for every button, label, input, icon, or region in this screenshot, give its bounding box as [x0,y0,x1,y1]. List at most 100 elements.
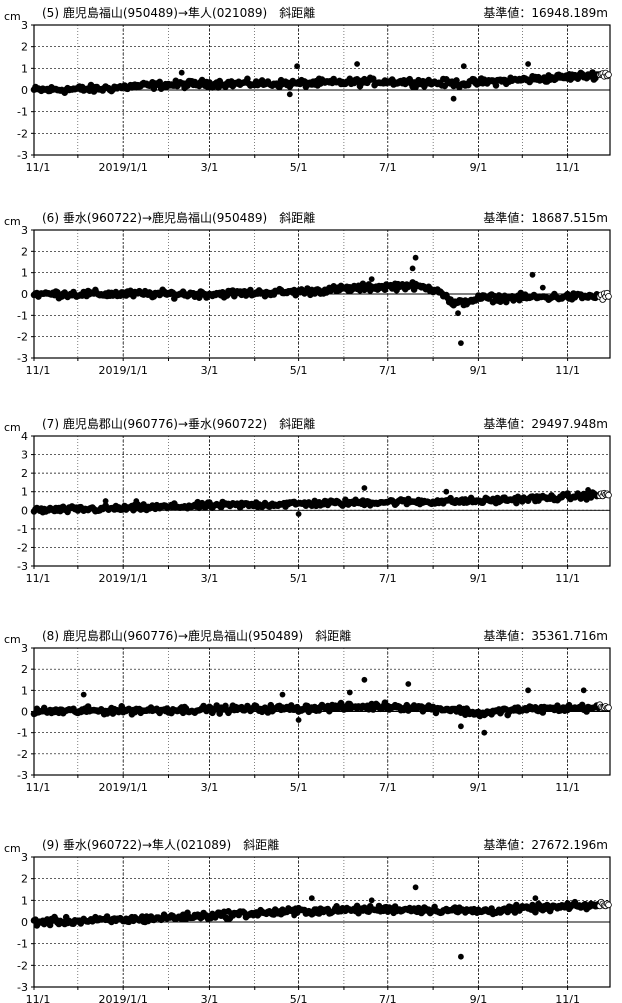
data-point [605,704,612,711]
y-tick-label: 0 [21,84,28,97]
chart-title: (7) 鹿児島郡山(960776)→垂水(960722) 斜距離 [42,416,315,431]
y-tick-label: -2 [17,541,28,554]
y-tick-label: 1 [21,894,28,907]
data-points [30,61,612,102]
data-point [513,499,520,507]
data-point-outlier [361,676,368,683]
x-tick-label: 2019/1/1 [98,572,147,585]
data-point-outlier [354,61,360,67]
x-tick-label: 9/1 [470,781,488,794]
data-point-outlier [412,884,419,891]
x-tick-label: 2019/1/1 [98,781,147,794]
x-tick-label: 11/1 [26,572,51,585]
data-point-outlier [458,723,464,730]
data-point-outlier [532,895,539,902]
x-tick-label: 2019/1/1 [98,364,147,377]
data-point-outlier [450,95,457,102]
y-tick-label: 2 [21,245,28,258]
y-unit-label: cm [4,842,21,855]
y-tick-label: 2 [21,467,28,480]
x-tick-label: 5/1 [290,781,308,794]
x-tick-label: 5/1 [290,364,308,377]
x-tick-label: 7/1 [379,572,397,585]
data-point-outlier [458,953,464,960]
y-tick-label: -2 [17,959,28,972]
plot-frame [33,435,611,567]
data-point-outlier [295,717,302,723]
y-unit-label: cm [4,421,21,434]
x-tick-label: 11/1 [555,364,580,377]
x-tick-label: 2019/1/1 [98,161,147,174]
y-tick-label: -3 [17,981,28,994]
data-point-outlier [295,511,302,517]
data-point [605,491,612,499]
data-point-outlier [368,897,375,904]
y-tick-label: 3 [21,642,28,655]
y-tick-label: 3 [21,851,28,864]
data-point-outlier [580,687,587,694]
x-tick-label: 11/1 [26,364,51,377]
data-point-outlier [585,487,591,493]
x-tick-label: 5/1 [290,572,308,585]
x-tick-label: 9/1 [470,572,488,585]
y-tick-label: -1 [17,523,28,536]
y-tick-label: 0 [21,916,28,929]
baseline-value: 基準値：35361.716m [483,628,608,643]
data-point-outlier [368,276,375,282]
x-tick-label: 5/1 [290,993,308,1003]
y-tick-label: 4 [21,430,28,443]
x-tick-label: 11/1 [26,993,51,1003]
data-point [156,78,164,86]
data-point-outlier [529,271,536,278]
y-tick-label: 1 [21,62,28,75]
data-point-outlier [539,284,546,291]
data-point [605,71,612,78]
data-points [30,254,612,346]
chart-title: (8) 鹿児島郡山(960776)→鹿児島福山(950489) 斜距離 [42,628,351,643]
data-point [605,901,612,909]
y-tick-label: -3 [17,352,28,365]
data-point-outlier [80,691,87,698]
data-point-outlier [481,729,488,736]
chart-title: (9) 垂水(960722)→隼人(021089) 斜距離 [42,837,279,852]
data-point-outlier [412,254,419,261]
data-point [605,293,612,300]
chart-panel-5: cm (5) 鹿児島福山(950489)→隼人(021089) 斜距離 基準値：16… [4,5,612,174]
x-tick-label: 3/1 [201,364,219,377]
x-tick-label: 5/1 [290,161,308,174]
y-tick-label: 2 [21,663,28,676]
x-tick-label: 3/1 [201,572,219,585]
baseline-value: 基準値：18687.515m [483,210,608,225]
y-tick-label: 1 [21,684,28,697]
y-tick-label: -2 [17,127,28,140]
data-point-outlier [458,340,464,346]
y-tick-label: -2 [17,748,28,761]
data-point-outlier [455,310,461,317]
y-tick-label: -1 [17,727,28,740]
y-tick-label: -3 [17,769,28,782]
chart-panel-9: cm (9) 垂水(960722)→隼人(021089) 斜距離 基準値：27672… [4,837,612,1003]
data-points [30,676,612,736]
data-point-outlier [308,895,315,902]
data-point-outlier [460,63,467,70]
y-tick-label: 2 [21,41,28,54]
chart-title: (5) 鹿児島福山(950489)→隼人(021089) 斜距離 [42,5,315,20]
data-point [195,294,203,302]
data-points [30,485,612,517]
y-unit-label: cm [4,10,21,23]
y-tick-label: -1 [17,938,28,951]
y-unit-label: cm [4,215,21,228]
data-point-outlier [279,691,286,698]
y-tick-label: -3 [17,560,28,573]
data-points [30,884,612,960]
data-point [267,701,275,709]
data-point-outlier [346,689,353,696]
x-tick-label: 7/1 [379,993,397,1003]
y-tick-label: 1 [21,486,28,499]
y-tick-label: 0 [21,706,28,719]
y-tick-label: -1 [17,106,28,119]
chart-panel-6: cm (6) 垂水(960722)→鹿児島福山(950489) 斜距離 基準値：18… [4,210,612,377]
data-point-outlier [409,265,416,272]
chart-title: (6) 垂水(960722)→鹿児島福山(950489) 斜距離 [42,210,315,225]
x-tick-label: 7/1 [379,364,397,377]
